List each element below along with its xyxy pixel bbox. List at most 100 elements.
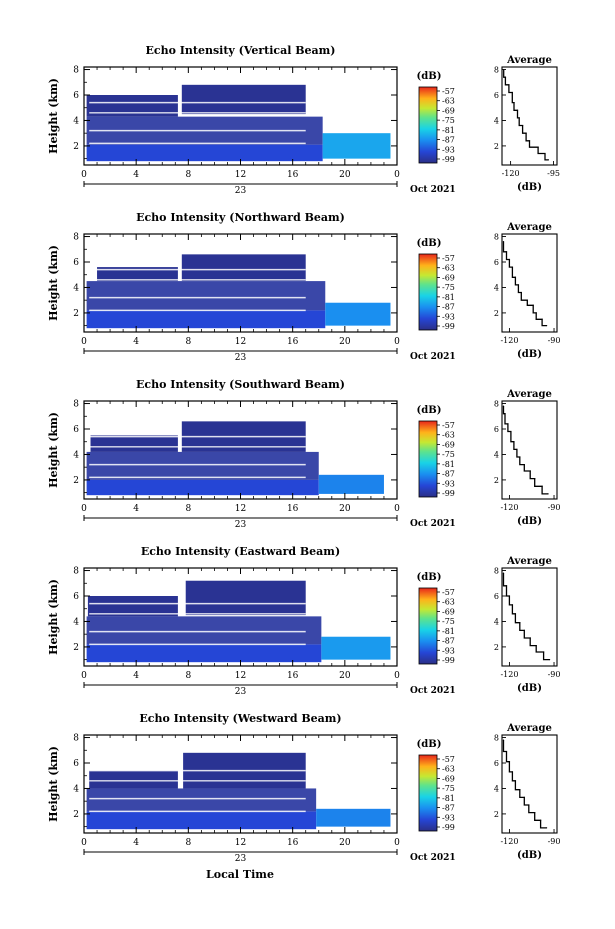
colorbar-tick-label: -69 [442, 273, 455, 282]
colorbar-tick-label: -57 [442, 588, 455, 597]
colorbar-tick-label: -69 [442, 607, 455, 616]
echo-layer [86, 95, 178, 117]
profile-point [547, 493, 549, 495]
echo-layer [86, 644, 322, 663]
x-axis-label: Local Time [206, 868, 274, 881]
profile-point [508, 258, 511, 261]
y-tick-label: 2 [73, 810, 79, 820]
colorbar-tick-label: -81 [442, 293, 455, 302]
x-tick-label: 16 [287, 671, 299, 681]
colorbar-tick-label: -93 [442, 646, 455, 655]
x-tick-label: 0 [394, 170, 400, 180]
colorbar-tick-label: -63 [442, 264, 455, 273]
profile-point [511, 771, 514, 773]
profile-point [513, 441, 515, 443]
profile-point [514, 780, 516, 782]
day-label: 23 [235, 687, 247, 697]
day-label: 23 [235, 520, 247, 530]
colorbar [418, 754, 438, 832]
y-tick-label: 4 [73, 617, 79, 627]
colorbar-tick-label: -63 [442, 431, 455, 440]
x-tick-label: 16 [287, 838, 299, 848]
profile-point [526, 299, 528, 301]
profile-frame [501, 734, 558, 834]
profile-x-tick-label: -95 [547, 169, 560, 178]
colorbar [418, 420, 438, 498]
echo-layer [86, 479, 319, 496]
profile-frame [501, 567, 558, 667]
profile-point [502, 241, 505, 243]
colorbar [418, 86, 438, 164]
echo-layer [89, 770, 178, 789]
colorbar-title: (dB) [417, 238, 442, 249]
profile-y-tick-label: 4 [494, 617, 499, 626]
colorbar [418, 587, 438, 665]
echo-layer [86, 310, 326, 329]
y-tick-label: 6 [73, 258, 79, 268]
profile-x-tick-label: -120 [500, 503, 518, 512]
x-tick-label: 0 [81, 170, 87, 180]
profile-y-tick-label: 2 [494, 810, 499, 819]
profile-point [508, 84, 510, 86]
echo-layer [318, 474, 384, 494]
profile-y-tick-label: 8 [494, 66, 499, 75]
x-tick-label: 0 [81, 838, 87, 848]
x-tick-label: 8 [185, 170, 191, 180]
profile-frame [501, 233, 558, 333]
panel-title: Echo Intensity (Vertical Beam) [145, 44, 335, 57]
colorbar-tick-label: -57 [442, 421, 455, 430]
profile-point [523, 629, 525, 631]
colorbar-tick-label: -75 [442, 283, 455, 292]
y-tick-label: 8 [73, 400, 79, 410]
profile-point [508, 595, 511, 597]
y-tick-label: 6 [73, 91, 79, 101]
profile-y-tick-label: 4 [494, 283, 499, 292]
colorbar-tick-label: -81 [442, 460, 455, 469]
panel-title: Echo Intensity (Northward Beam) [136, 211, 345, 224]
colorbar-tick-label: -69 [442, 440, 455, 449]
day-label: 23 [235, 854, 247, 864]
panel-title: Echo Intensity (Eastward Beam) [141, 545, 340, 558]
profile-y-tick-label: 6 [494, 258, 499, 267]
profile-title: Average [506, 55, 552, 66]
colorbar-tick-label: -63 [442, 598, 455, 607]
colorbar-tick-label: -69 [442, 106, 455, 115]
echo-layer [90, 435, 178, 452]
profile-x-tick-label: -90 [548, 837, 561, 846]
colorbar-tick-label: -57 [442, 254, 455, 263]
profile-point [541, 485, 543, 487]
profile-point [519, 456, 521, 458]
colorbar-tick-label: -93 [442, 479, 455, 488]
colorbar-tick-label: -99 [442, 656, 455, 665]
profile-point [514, 276, 516, 278]
profile-point [502, 739, 505, 741]
x-tick-label: 16 [287, 504, 299, 514]
profile-point [543, 651, 545, 653]
x-tick-label: 0 [394, 504, 400, 514]
date-label: Oct 2021 [410, 853, 456, 863]
y-tick-label: 4 [73, 116, 79, 126]
colorbar-tick-label: -93 [442, 813, 455, 822]
profile-point [513, 102, 515, 104]
profile-x-label: (dB) [517, 349, 542, 360]
colorbar-tick-label: -93 [442, 145, 455, 154]
profile-title: Average [506, 389, 552, 400]
colorbar-tick-label: -87 [442, 470, 455, 479]
x-tick-label: 12 [235, 671, 246, 681]
date-label: Oct 2021 [410, 352, 456, 362]
profile-point [505, 750, 508, 753]
profile-y-tick-label: 8 [494, 400, 499, 409]
echo-layer [86, 811, 317, 830]
profile-line [502, 740, 547, 829]
echo-layer [86, 616, 322, 645]
profile-point [503, 68, 505, 71]
colorbar-tick-label: -99 [442, 489, 455, 498]
echo-layer [86, 788, 317, 812]
profile-point [518, 117, 520, 119]
x-tick-label: 16 [287, 337, 299, 347]
colorbar-title: (dB) [417, 739, 442, 750]
colorbar-tick-label: -99 [442, 823, 455, 832]
x-tick-label: 4 [133, 838, 139, 848]
colorbar-tick-label: -75 [442, 116, 455, 125]
